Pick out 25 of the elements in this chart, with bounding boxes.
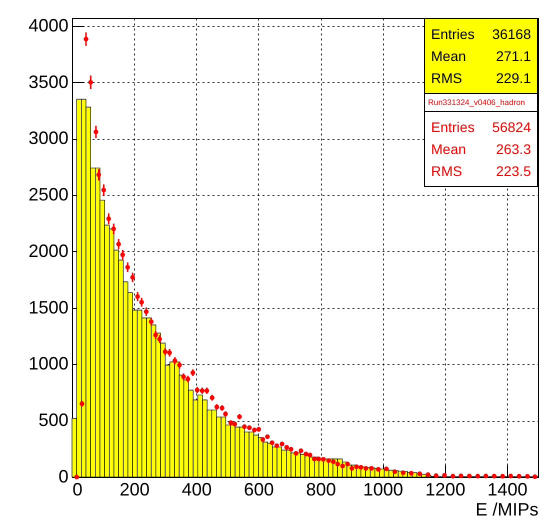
text: Run331324_v0406_hadron — [425, 94, 537, 112]
text: Entries 56824 — [431, 119, 531, 135]
x-axis-title: E /MIPs — [475, 500, 538, 520]
text: Entries 36168 — [431, 26, 531, 42]
text: Mean 263.3 — [431, 141, 531, 157]
y-tick-label: 4000 — [28, 15, 68, 36]
y-tick-label: 2000 — [28, 240, 68, 261]
text: Mean 271.1 — [431, 48, 531, 64]
x-tick-label: 800 — [306, 480, 336, 500]
x-tick-label: 600 — [244, 480, 274, 500]
text: RMS 223.5 — [431, 163, 531, 179]
x-tick-label: 0 — [72, 480, 83, 500]
x-tick-label: 200 — [120, 480, 150, 500]
x-tick-label: 1200 — [425, 480, 466, 500]
y-tick-label: 0 — [58, 466, 68, 486]
y-tick-label: 2500 — [28, 184, 68, 205]
y-tick-label: 500 — [38, 410, 68, 430]
y-tick-label: 3500 — [28, 72, 68, 92]
y-tick-label: 3000 — [28, 128, 68, 148]
y-tick-label: 1000 — [28, 354, 68, 374]
x-tick-label: 400 — [182, 480, 212, 500]
x-tick-label: 1400 — [487, 480, 528, 500]
x-tick-label: 1000 — [363, 480, 404, 500]
y-tick-label: 1500 — [28, 297, 68, 318]
text: RMS 229.1 — [431, 70, 531, 86]
